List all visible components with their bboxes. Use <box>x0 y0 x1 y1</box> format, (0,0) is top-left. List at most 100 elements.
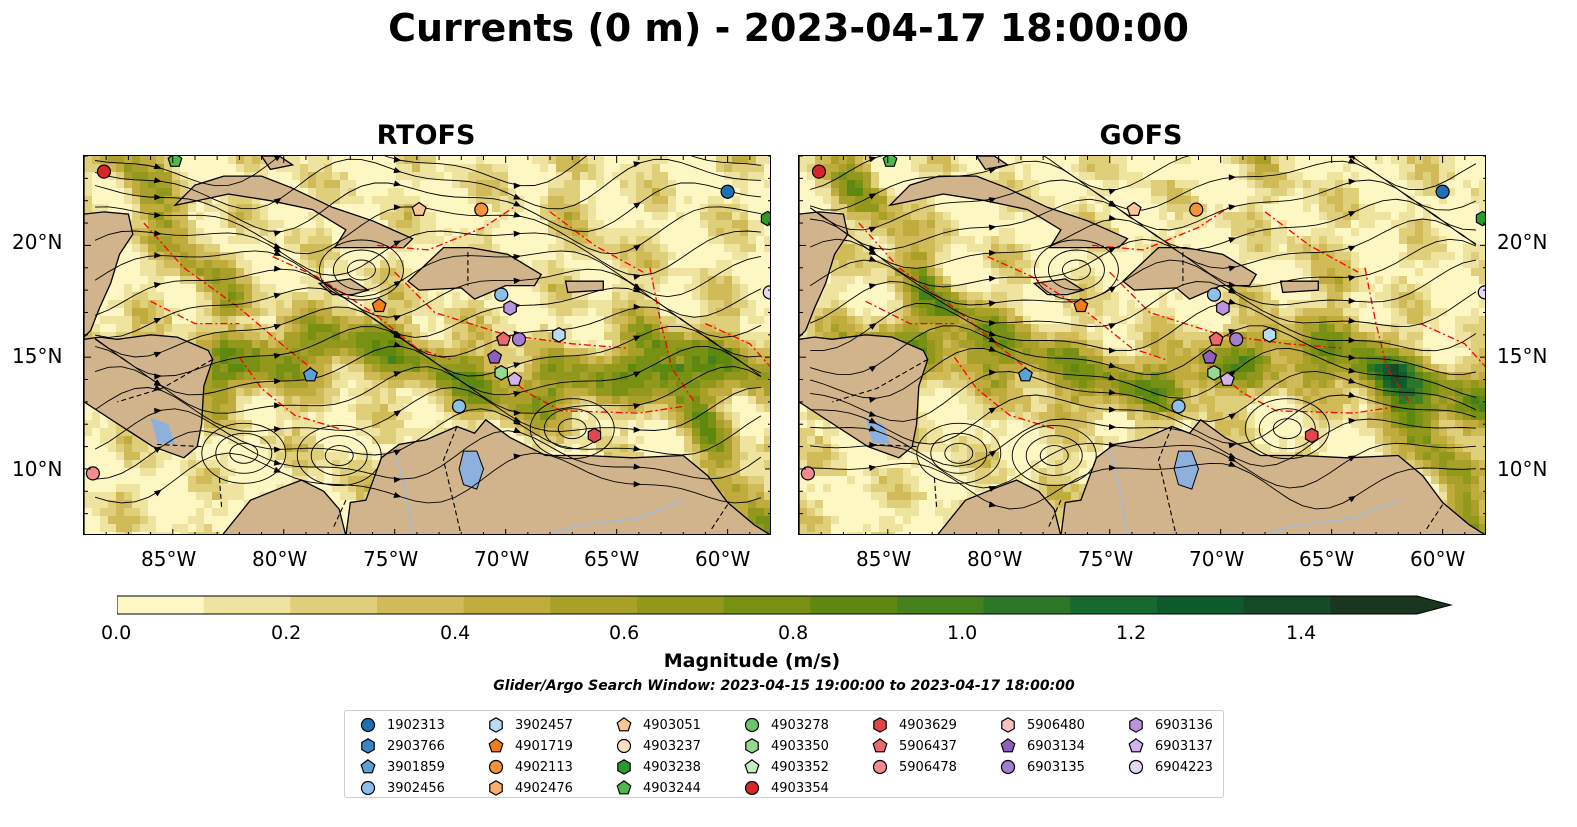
pentagon-marker-icon <box>1000 738 1016 753</box>
circle-marker-icon <box>744 780 760 796</box>
river-orinoco <box>1269 499 1399 533</box>
land-yucatan <box>799 211 849 339</box>
float-4903629[interactable] <box>1304 427 1319 444</box>
legend-item-4903238: 4903238 <box>615 757 701 777</box>
float-6903137[interactable] <box>507 371 523 386</box>
colorbar-band <box>290 596 378 614</box>
float-1902313[interactable] <box>1435 184 1450 199</box>
map-panel-gofs[interactable] <box>798 155 1486 535</box>
land-hispaniola <box>407 246 543 300</box>
legend-label: 4903278 <box>771 717 829 733</box>
float-4903350[interactable] <box>494 365 508 381</box>
lon-tick-gofs-80w: 80°W <box>967 547 1023 571</box>
float-6904223[interactable] <box>1477 285 1486 300</box>
colorbar-label: Magnitude (m/s) <box>663 650 841 672</box>
map-panel-rtofs[interactable] <box>83 155 771 535</box>
lon-tick-rtofs-60w: 60°W <box>695 547 751 571</box>
legend-label: 4902476 <box>515 780 573 796</box>
float-6904223[interactable] <box>762 285 771 300</box>
float-markers <box>800 156 1486 481</box>
float-4903051[interactable] <box>1126 201 1142 216</box>
figure-title: Currents (0 m) - 2023-04-17 18:00:00 <box>388 6 1189 50</box>
legend-item-5906480: 5906480 <box>999 715 1085 735</box>
legend-label: 4903350 <box>771 738 829 754</box>
circle-marker-icon <box>360 717 376 733</box>
float-4903238[interactable] <box>1475 210 1486 227</box>
float-4903350[interactable] <box>1207 365 1221 381</box>
float-4903629[interactable] <box>587 427 602 444</box>
float-4903244[interactable] <box>167 156 183 167</box>
colorbar-tick-1: 0.2 <box>271 622 302 644</box>
colorbar-band <box>117 596 205 614</box>
legend-item-4903244: 4903244 <box>615 778 701 798</box>
lon-tick-rtofs-75w: 75°W <box>363 547 419 571</box>
float-markers <box>85 156 771 481</box>
legend-item-3901859: 3901859 <box>359 757 445 777</box>
float-6903137[interactable] <box>1219 371 1235 386</box>
float-4903238[interactable] <box>760 210 771 227</box>
colorbar <box>117 595 1453 615</box>
float-3902457[interactable] <box>1262 327 1277 343</box>
float-4903051[interactable] <box>411 201 427 216</box>
legend-label: 5906478 <box>899 759 957 775</box>
hexagon-marker-icon <box>1001 717 1015 733</box>
float-4901719[interactable] <box>1073 297 1089 313</box>
float-4903354[interactable] <box>811 164 827 179</box>
hexagon-marker-icon <box>489 717 503 733</box>
legend-item-5906478: 5906478 <box>871 757 957 777</box>
float-6903135[interactable] <box>511 332 527 347</box>
float-5906437[interactable] <box>495 331 512 346</box>
float-5906437[interactable] <box>1208 331 1224 346</box>
float-6903134[interactable] <box>487 349 503 364</box>
search-window-caption: Glider/Argo Search Window: 2023-04-15 19… <box>493 678 1075 694</box>
float-5906478[interactable] <box>800 466 815 481</box>
float-5906478[interactable] <box>85 466 100 481</box>
colorbar-band <box>377 596 465 614</box>
lon-tick-rtofs-70w: 70°W <box>474 547 530 571</box>
float-3901859[interactable] <box>302 367 318 382</box>
legend-label: 4903051 <box>643 717 701 733</box>
legend-label: 4903244 <box>643 780 701 796</box>
land-masses <box>84 156 770 534</box>
pentagon-marker-icon <box>488 738 504 753</box>
float-6903136[interactable] <box>503 300 517 316</box>
legend-item-3902457: 3902457 <box>487 715 573 735</box>
float-4903244[interactable] <box>882 156 898 167</box>
legend-item-4902113: 4902113 <box>487 757 573 777</box>
float-3902457[interactable] <box>552 327 566 343</box>
colorbar-band <box>463 596 551 614</box>
lat-tick-rtofs-10n: 10°N <box>12 457 63 481</box>
pentagon-marker-icon <box>616 717 632 732</box>
legend-item-3902456: 3902456 <box>359 778 445 798</box>
float-3901859[interactable] <box>1017 367 1033 382</box>
float-4901719[interactable] <box>371 297 387 313</box>
legend-item-4903051: 4903051 <box>615 715 701 735</box>
float-6903136[interactable] <box>1216 300 1230 316</box>
float-4903354[interactable] <box>96 164 112 179</box>
float-6903135[interactable] <box>1229 332 1244 347</box>
lat-tick-gofs-15n: 15°N <box>1497 344 1548 368</box>
land-yucatan <box>84 211 134 339</box>
colorbar-tick-7: 1.4 <box>1286 622 1317 644</box>
legend-item-4903629: 4903629 <box>871 715 957 735</box>
circle-marker-icon <box>744 717 760 733</box>
float-1902313[interactable] <box>720 184 735 199</box>
legend-item-4903352: 4903352 <box>743 757 829 777</box>
legend-label: 4901719 <box>515 738 573 754</box>
colorbar-band <box>810 596 898 614</box>
float-3902456[interactable] <box>1206 287 1222 302</box>
float-6903134[interactable] <box>1202 349 1218 364</box>
legend-item-4903354: 4903354 <box>743 778 829 798</box>
pentagon-marker-icon <box>1128 738 1144 753</box>
colorbar-tick-0: 0.0 <box>101 622 132 644</box>
float-4902113[interactable] <box>1189 202 1204 217</box>
legend-label: 4903237 <box>643 738 701 754</box>
float-3902456[interactable] <box>451 399 467 414</box>
legend-label: 5906480 <box>1027 717 1085 733</box>
colorbar-band <box>897 596 985 614</box>
float-3902456[interactable] <box>1171 399 1186 414</box>
float-3902456[interactable] <box>494 287 509 302</box>
float-4902113[interactable] <box>474 202 489 217</box>
colorbar-band <box>983 596 1071 614</box>
legend-label: 6903134 <box>1027 738 1085 754</box>
